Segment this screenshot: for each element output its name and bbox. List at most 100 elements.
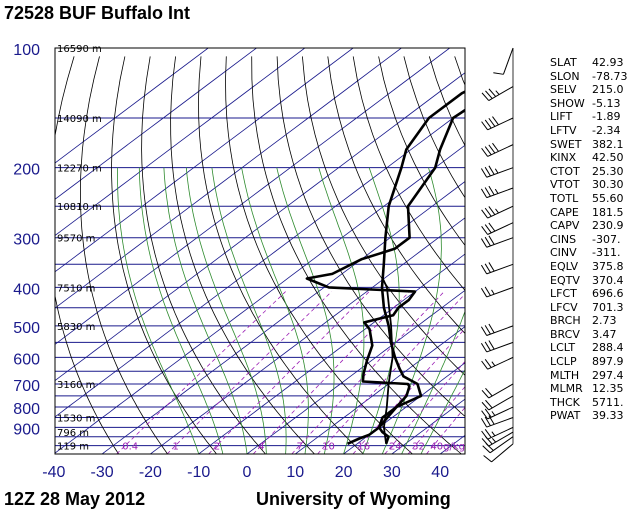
isotherm: [101, 181, 465, 454]
wind-barb: [493, 47, 514, 75]
pressure-tick-label: 200: [13, 162, 40, 179]
index-key: VTOT: [550, 178, 580, 192]
mixing-ratio-line: [116, 291, 286, 454]
dewpoint-profile: [305, 108, 465, 445]
moist-adiabat: [185, 167, 267, 454]
station-title: 72528 BUF Buffalo Int: [4, 3, 191, 23]
barb-half-flag: [491, 289, 495, 295]
wind-barb: [480, 286, 514, 298]
height-label: 5830 m: [57, 322, 95, 333]
index-key: LCLT: [550, 341, 576, 355]
sounding-profiles: [305, 90, 465, 445]
index-row: PWAT 39.33: [550, 409, 640, 423]
barb-staff: [488, 86, 514, 101]
wind-barb: [481, 383, 514, 399]
isotherm: [295, 326, 465, 454]
barb-staff: [489, 436, 514, 454]
barb-flag: [484, 286, 491, 296]
barb-flag: [484, 416, 491, 426]
barb-flag: [493, 72, 504, 75]
barb-flag: [492, 116, 499, 126]
index-row: MLMR 12.35: [550, 382, 640, 396]
wind-barb: [482, 436, 514, 454]
barb-flag: [485, 399, 493, 409]
mixing-ratio-line: [317, 293, 465, 454]
isotherm: [55, 48, 450, 345]
moist-adiabat: [117, 167, 200, 454]
mixing-ratio-line: [384, 360, 465, 454]
parcel-profile: [381, 276, 394, 444]
pressure-tick-label: 700: [13, 378, 40, 395]
index-value: 897.9: [592, 355, 624, 369]
mixing-ratio-label: 10: [322, 442, 335, 453]
barb-staff: [487, 117, 514, 131]
barb-flag: [485, 90, 493, 99]
index-row: THCK 5711.: [550, 396, 640, 410]
temperature-tick-label: -10: [187, 464, 210, 481]
temperature-tick-label: -30: [91, 464, 114, 481]
mixing-ratio-label: 40g/kg: [430, 442, 465, 453]
index-key: SLAT: [550, 56, 577, 69]
index-key: BRCV: [550, 327, 580, 341]
pressure-tick-label: 500: [13, 320, 40, 337]
temperature-tick-label: -40: [42, 464, 65, 481]
index-key: SELV: [550, 83, 577, 97]
height-label: 10810 m: [57, 202, 102, 213]
mixing-ratio-line: [208, 291, 370, 454]
index-value: 55.60: [592, 191, 624, 205]
height-label: 12270 m: [57, 164, 102, 175]
temperature-profile: [377, 90, 465, 445]
index-value: 297.4: [592, 368, 624, 382]
moist-adiabat: [211, 167, 287, 454]
index-value: 370.4: [592, 273, 624, 287]
index-value: -311.: [592, 246, 621, 260]
index-key: CINV: [550, 246, 577, 260]
barb-flag: [480, 238, 488, 248]
height-label: 1530 m: [57, 414, 95, 425]
temperature-tick-label: 20: [335, 464, 353, 481]
pressure-axis: 100 200 300 400 500 600 700 800 900: [13, 42, 40, 438]
wind-barb: [481, 431, 514, 447]
index-key: TOTL: [550, 191, 579, 205]
index-row: LIFT -1.89: [550, 110, 640, 124]
index-value: 42.50: [592, 151, 624, 165]
index-key: SHOW: [550, 96, 585, 110]
isotherm: [55, 48, 306, 237]
isotherm: [55, 108, 465, 418]
isotherm: [55, 48, 402, 309]
barb-half-flag: [491, 361, 496, 367]
wind-barb: [481, 116, 514, 131]
barb-staff: [486, 237, 514, 248]
index-key: LFTV: [550, 123, 577, 137]
moist-adiabat: [401, 310, 465, 454]
barb-flag: [481, 390, 490, 399]
temperature-tick-label: 10: [286, 464, 304, 481]
index-key: BRCH: [550, 314, 581, 328]
index-key: CINS: [550, 232, 577, 246]
index-value: 701.3: [592, 300, 624, 314]
pressure-tick-label: 900: [13, 421, 40, 438]
barb-staff: [486, 325, 514, 336]
index-value: 288.4: [592, 341, 624, 355]
barb-flag: [488, 262, 495, 272]
dry-adiabat: [198, 56, 364, 454]
barb-staff: [488, 431, 514, 447]
stability-indices-table: SLAT 42.93 SLON -78.73 SELV 215.0 SHOW -5.13 LIF…: [550, 56, 640, 423]
barb-flag: [488, 415, 495, 425]
barb-flag: [484, 325, 491, 335]
wind-barb: [481, 222, 514, 235]
index-key: MLTH: [550, 368, 580, 382]
dry-adiabat: [111, 56, 217, 454]
wind-barb: [481, 406, 514, 420]
isotherm: [55, 48, 354, 273]
index-value: 3.47: [592, 327, 617, 341]
barb-staff: [487, 426, 514, 440]
moist-adiabat: [381, 167, 442, 454]
barb-flag: [488, 88, 497, 97]
barb-flag: [484, 119, 492, 129]
index-row: CTOT 25.30: [550, 165, 640, 179]
barb-flag: [480, 418, 488, 428]
barb-flag: [480, 287, 488, 298]
barb-flag: [484, 236, 491, 247]
